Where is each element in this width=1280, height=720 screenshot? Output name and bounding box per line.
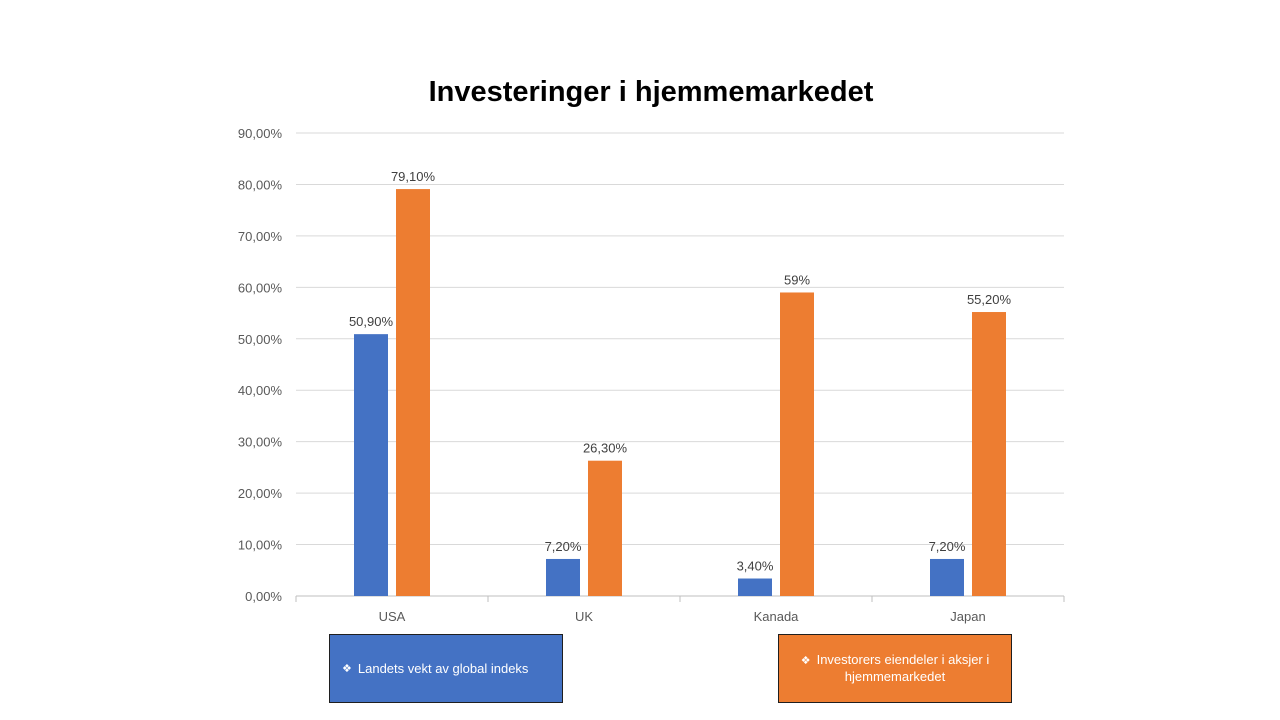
y-tick-label: 20,00% — [238, 486, 283, 501]
x-tick-label: Japan — [950, 609, 985, 624]
y-tick-label: 80,00% — [238, 177, 283, 192]
bar-series-a — [354, 334, 388, 596]
legend-series-a-label: Landets vekt av global indeks — [357, 660, 529, 676]
y-tick-label: 90,00% — [238, 126, 283, 141]
data-label: 59% — [784, 272, 810, 287]
chart-title: Investeringer i hjemmemarkedet — [428, 76, 874, 108]
x-tick-label: Kanada — [754, 609, 800, 624]
data-label: 79,10% — [391, 169, 436, 184]
y-tick-label: 30,00% — [238, 435, 283, 450]
y-tick-label: 60,00% — [238, 280, 283, 295]
data-label: 3,40% — [737, 559, 774, 574]
bar-series-b — [972, 312, 1006, 596]
bar-series-a — [738, 578, 772, 596]
y-tick-label: 10,00% — [238, 538, 283, 553]
legend-series-a: ❖ Landets vekt av global indeks — [329, 634, 563, 703]
data-label: 50,90% — [349, 314, 394, 329]
data-label: 55,20% — [967, 292, 1012, 307]
bar-series-b — [780, 292, 814, 596]
diamond-bullet-icon: ❖ — [800, 655, 811, 667]
diamond-bullet-icon: ❖ — [342, 662, 352, 675]
y-tick-label: 0,00% — [245, 589, 282, 604]
y-tick-label: 70,00% — [238, 229, 283, 244]
x-tick-label: UK — [575, 609, 593, 624]
legend-series-b-label: Investorers eiendeler i aksjer i hjemmem… — [816, 652, 990, 684]
bar-series-b — [588, 460, 622, 596]
bar-series-b — [396, 189, 430, 596]
y-tick-label: 40,00% — [238, 383, 283, 398]
bar-series-a — [546, 558, 580, 596]
data-label: 7,20% — [929, 539, 966, 554]
legend-series-b: ❖ Investorers eiendeler i aksjer i hjemme… — [778, 634, 1012, 703]
x-tick-label: USA — [379, 609, 406, 624]
data-label: 26,30% — [583, 441, 628, 456]
bar-series-a — [930, 558, 964, 596]
data-label: 7,20% — [545, 539, 582, 554]
y-tick-label: 50,00% — [238, 332, 283, 347]
